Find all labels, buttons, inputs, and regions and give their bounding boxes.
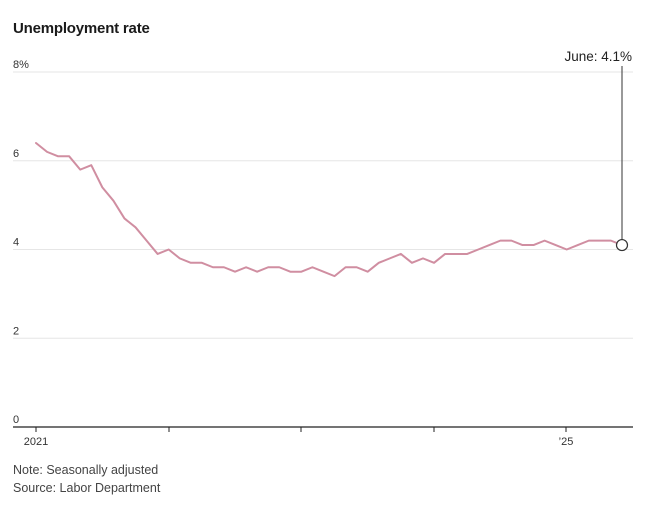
chart-title: Unemployment rate	[13, 20, 150, 37]
note-text: Note: Seasonally adjusted	[13, 463, 159, 477]
y-tick-label: 8%	[13, 59, 29, 71]
annotation-label: June: 4.1%	[564, 49, 632, 64]
y-tick-label: 0	[13, 414, 19, 426]
y-tick-label: 4	[13, 237, 19, 249]
last-point-marker	[615, 238, 629, 252]
source-text: Source: Labor Department	[13, 481, 161, 495]
series-line	[35, 142, 623, 278]
chart-notes: Note: Seasonally adjusted Source: Labor …	[13, 461, 160, 497]
y-tick-label: 2	[13, 325, 19, 337]
x-tick-label: ’25	[559, 436, 574, 448]
y-tick-label: 6	[13, 148, 19, 160]
x-tick-label: 2021	[24, 436, 48, 448]
